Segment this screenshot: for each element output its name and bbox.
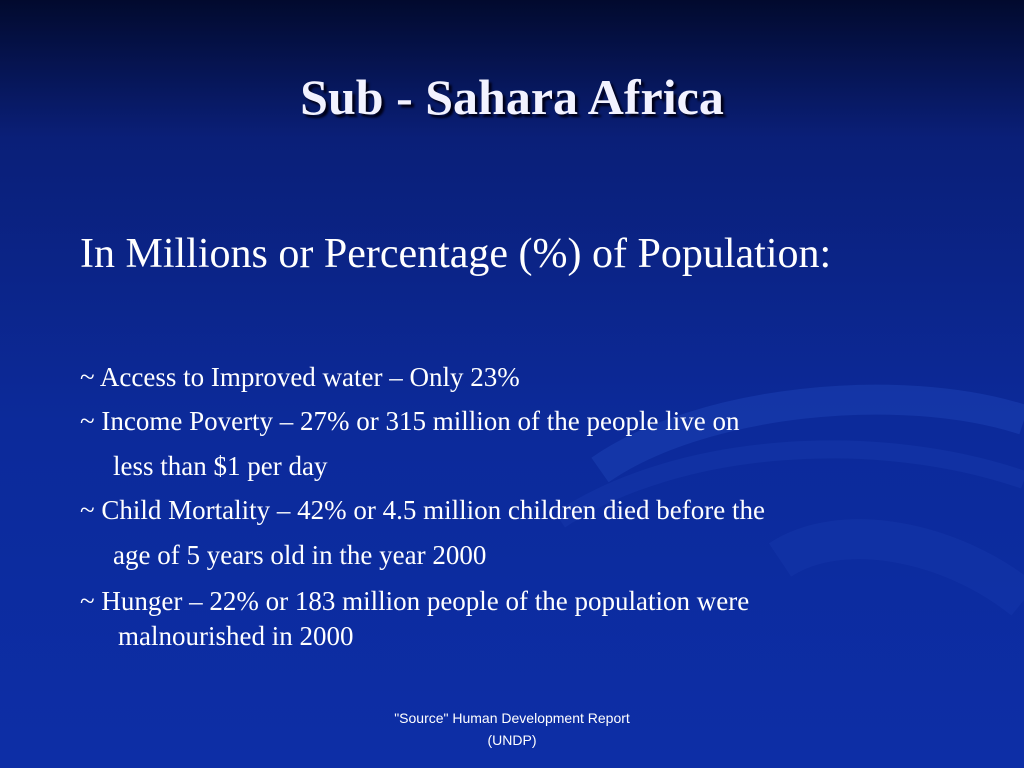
bullet-continuation: malnourished in 2000	[118, 621, 354, 651]
bullet-line: ~ Child Mortality – 42% or 4.5 million c…	[80, 495, 765, 525]
source-note: "Source" Human Development Report	[394, 710, 630, 726]
source-note: (UNDP)	[487, 732, 537, 748]
bullet-continuation: age of 5 years old in the year 2000	[113, 540, 487, 570]
bullet-line: ~ Income Poverty – 27% or 315 million of…	[80, 406, 740, 436]
bullet-line: ~ Hunger – 22% or 183 million people of …	[80, 586, 750, 616]
bullet-continuation: less than $1 per day	[113, 451, 328, 481]
subtitle: In Millions or Percentage (%) of Populat…	[80, 231, 832, 277]
slide-title: Sub - Sahara Africa	[300, 69, 724, 125]
bullet-line: ~ Access to Improved water – Only 23%	[80, 362, 520, 392]
